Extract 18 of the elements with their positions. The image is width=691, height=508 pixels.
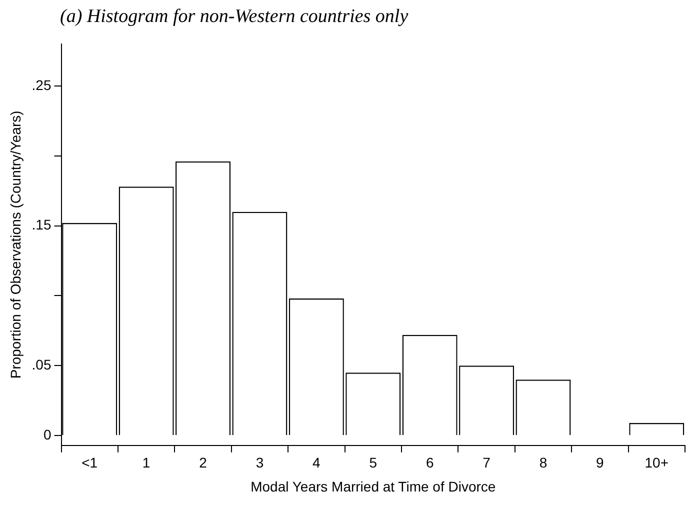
x-axis-title: Modal Years Married at Time of Divorce [250, 478, 496, 494]
x-tick-label: 8 [539, 454, 548, 471]
x-tick-label: <1 [82, 454, 98, 471]
x-tick-label: 6 [426, 454, 434, 471]
chart-title: (a) Histogram for non-Western countries only [60, 6, 408, 28]
x-tick-label: 10+ [644, 454, 669, 471]
x-tick-label: 3 [256, 454, 264, 471]
x-tick-label: 4 [312, 454, 321, 471]
x-tick-label: 9 [596, 454, 604, 471]
x-tick-label: 2 [199, 454, 208, 471]
x-tick-label: 7 [482, 454, 491, 471]
y-tick-label: .05 [32, 356, 52, 373]
y-tick-label: .25 [32, 76, 52, 93]
x-tick-label: 1 [142, 454, 150, 471]
x-tick-label: 5 [369, 454, 378, 471]
y-tick-label: 0 [43, 426, 52, 442]
y-tick-label: .15 [32, 216, 52, 233]
y-axis-title: Proportion of Observations (Country/Years) [7, 110, 24, 379]
